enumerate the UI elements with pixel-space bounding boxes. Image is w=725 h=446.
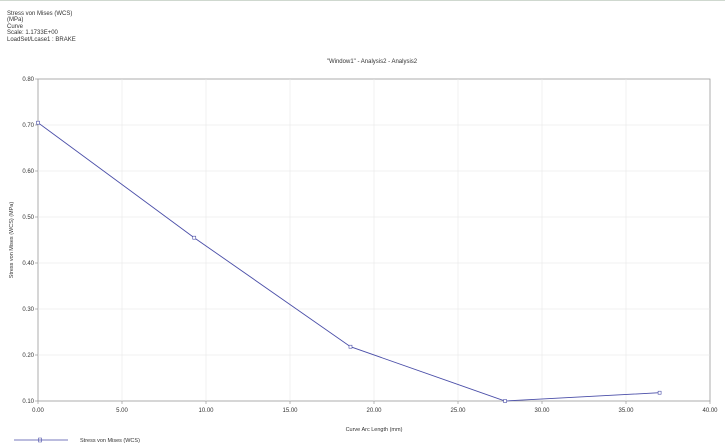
x-tick-label: 25.00 xyxy=(450,408,466,414)
data-point xyxy=(503,399,507,403)
header-line-4: Scale: 1.1733E+00 xyxy=(7,30,58,37)
x-tick-label: 10.00 xyxy=(198,408,214,414)
chart-title: "Window1" - Analysis2 - Analysis2 xyxy=(327,59,418,65)
y-tick-label: 0.40 xyxy=(22,261,34,267)
x-axis-title: Curve Arc Length (mm) xyxy=(346,427,403,433)
x-tick-label: 40.00 xyxy=(702,408,718,414)
x-tick-label: 35.00 xyxy=(618,408,634,414)
y-tick-label: 0.30 xyxy=(22,307,34,313)
data-point xyxy=(348,344,353,349)
legend: Stress von Mises (WCS) xyxy=(14,437,140,444)
y-tick-label: 0.10 xyxy=(22,399,34,405)
series-layer xyxy=(36,120,662,403)
x-tick-label: 30.00 xyxy=(534,408,550,414)
header-line-1: Stress von Mises (WCS) xyxy=(7,11,73,17)
data-point xyxy=(36,120,40,125)
y-tick-label: 0.70 xyxy=(22,123,34,129)
y-tick-label: 0.50 xyxy=(22,215,34,221)
x-tick-label: 5.00 xyxy=(116,408,128,414)
y-tick-label: 0.80 xyxy=(22,77,34,83)
header-line-2: (MPa) xyxy=(7,17,24,24)
axis-ticks: 0.00 5.00 10.00 15.00 20.00 25.00 30.00 35.00 40… xyxy=(22,77,718,414)
header-line-5: LoadSet/Lcase1 : BRAKE xyxy=(7,36,76,43)
x-tick-label: 0.00 xyxy=(32,408,44,414)
header-line-3: Curve xyxy=(7,23,24,30)
legend-marker xyxy=(38,437,42,443)
x-tick-label: 20.00 xyxy=(366,408,382,414)
data-point xyxy=(192,235,197,240)
x-tick-label: 15.00 xyxy=(282,408,298,414)
chart-header: Stress von Mises (WCS) (MPa) Curve Scale… xyxy=(7,11,76,43)
legend-label: Stress von Mises (WCS) xyxy=(80,438,140,444)
y-axis-title: Stress von Mises (WCS) (MPa) xyxy=(9,202,15,279)
y-tick-label: 0.20 xyxy=(22,353,34,359)
y-tick-label: 0.60 xyxy=(22,169,34,175)
data-point xyxy=(657,390,662,395)
